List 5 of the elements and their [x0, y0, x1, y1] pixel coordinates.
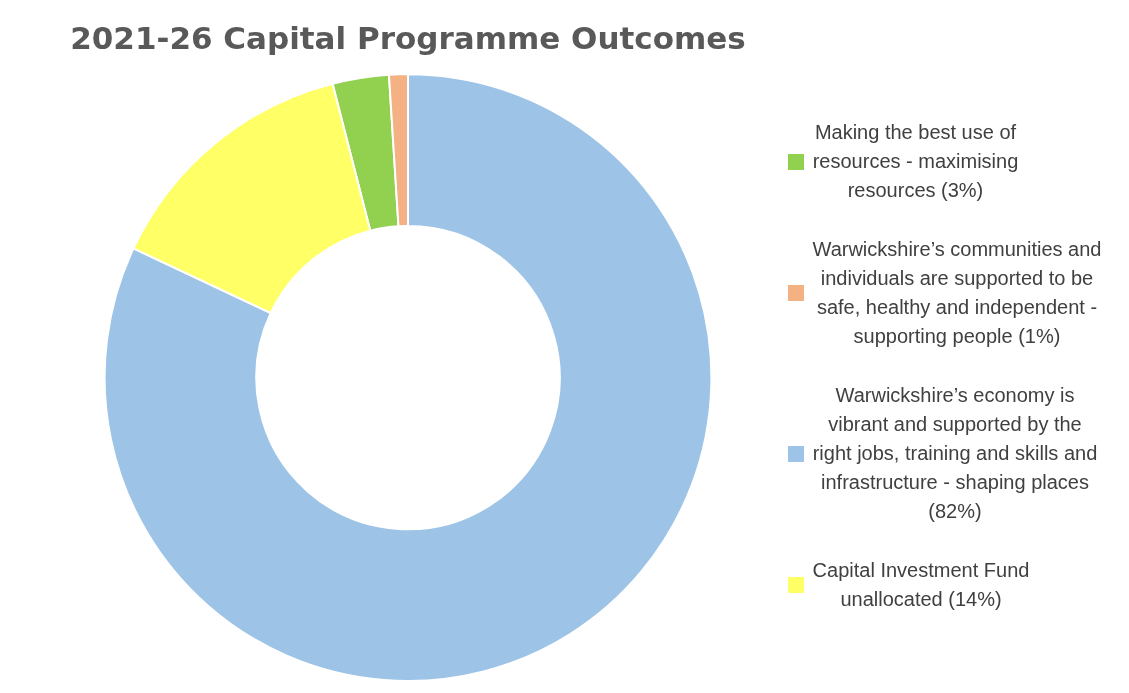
legend-label: Making the best use of resources - maximising resources (3%)	[812, 120, 1019, 203]
legend-label: Capital Investment Fund unallocated (14%)	[812, 558, 1030, 612]
chart-title: 2021-26 Capital Programme Outcomes	[70, 19, 746, 56]
slice-label: Warwickshire’s economy is vibrant and supported by the right jobs, training and skills and infrastructure - shaping places (82%)	[812, 383, 1098, 524]
legend-label: Warwickshire’s communities and individuals are supported to be safe, healthy and independent - supporting people (1%)	[812, 237, 1102, 349]
